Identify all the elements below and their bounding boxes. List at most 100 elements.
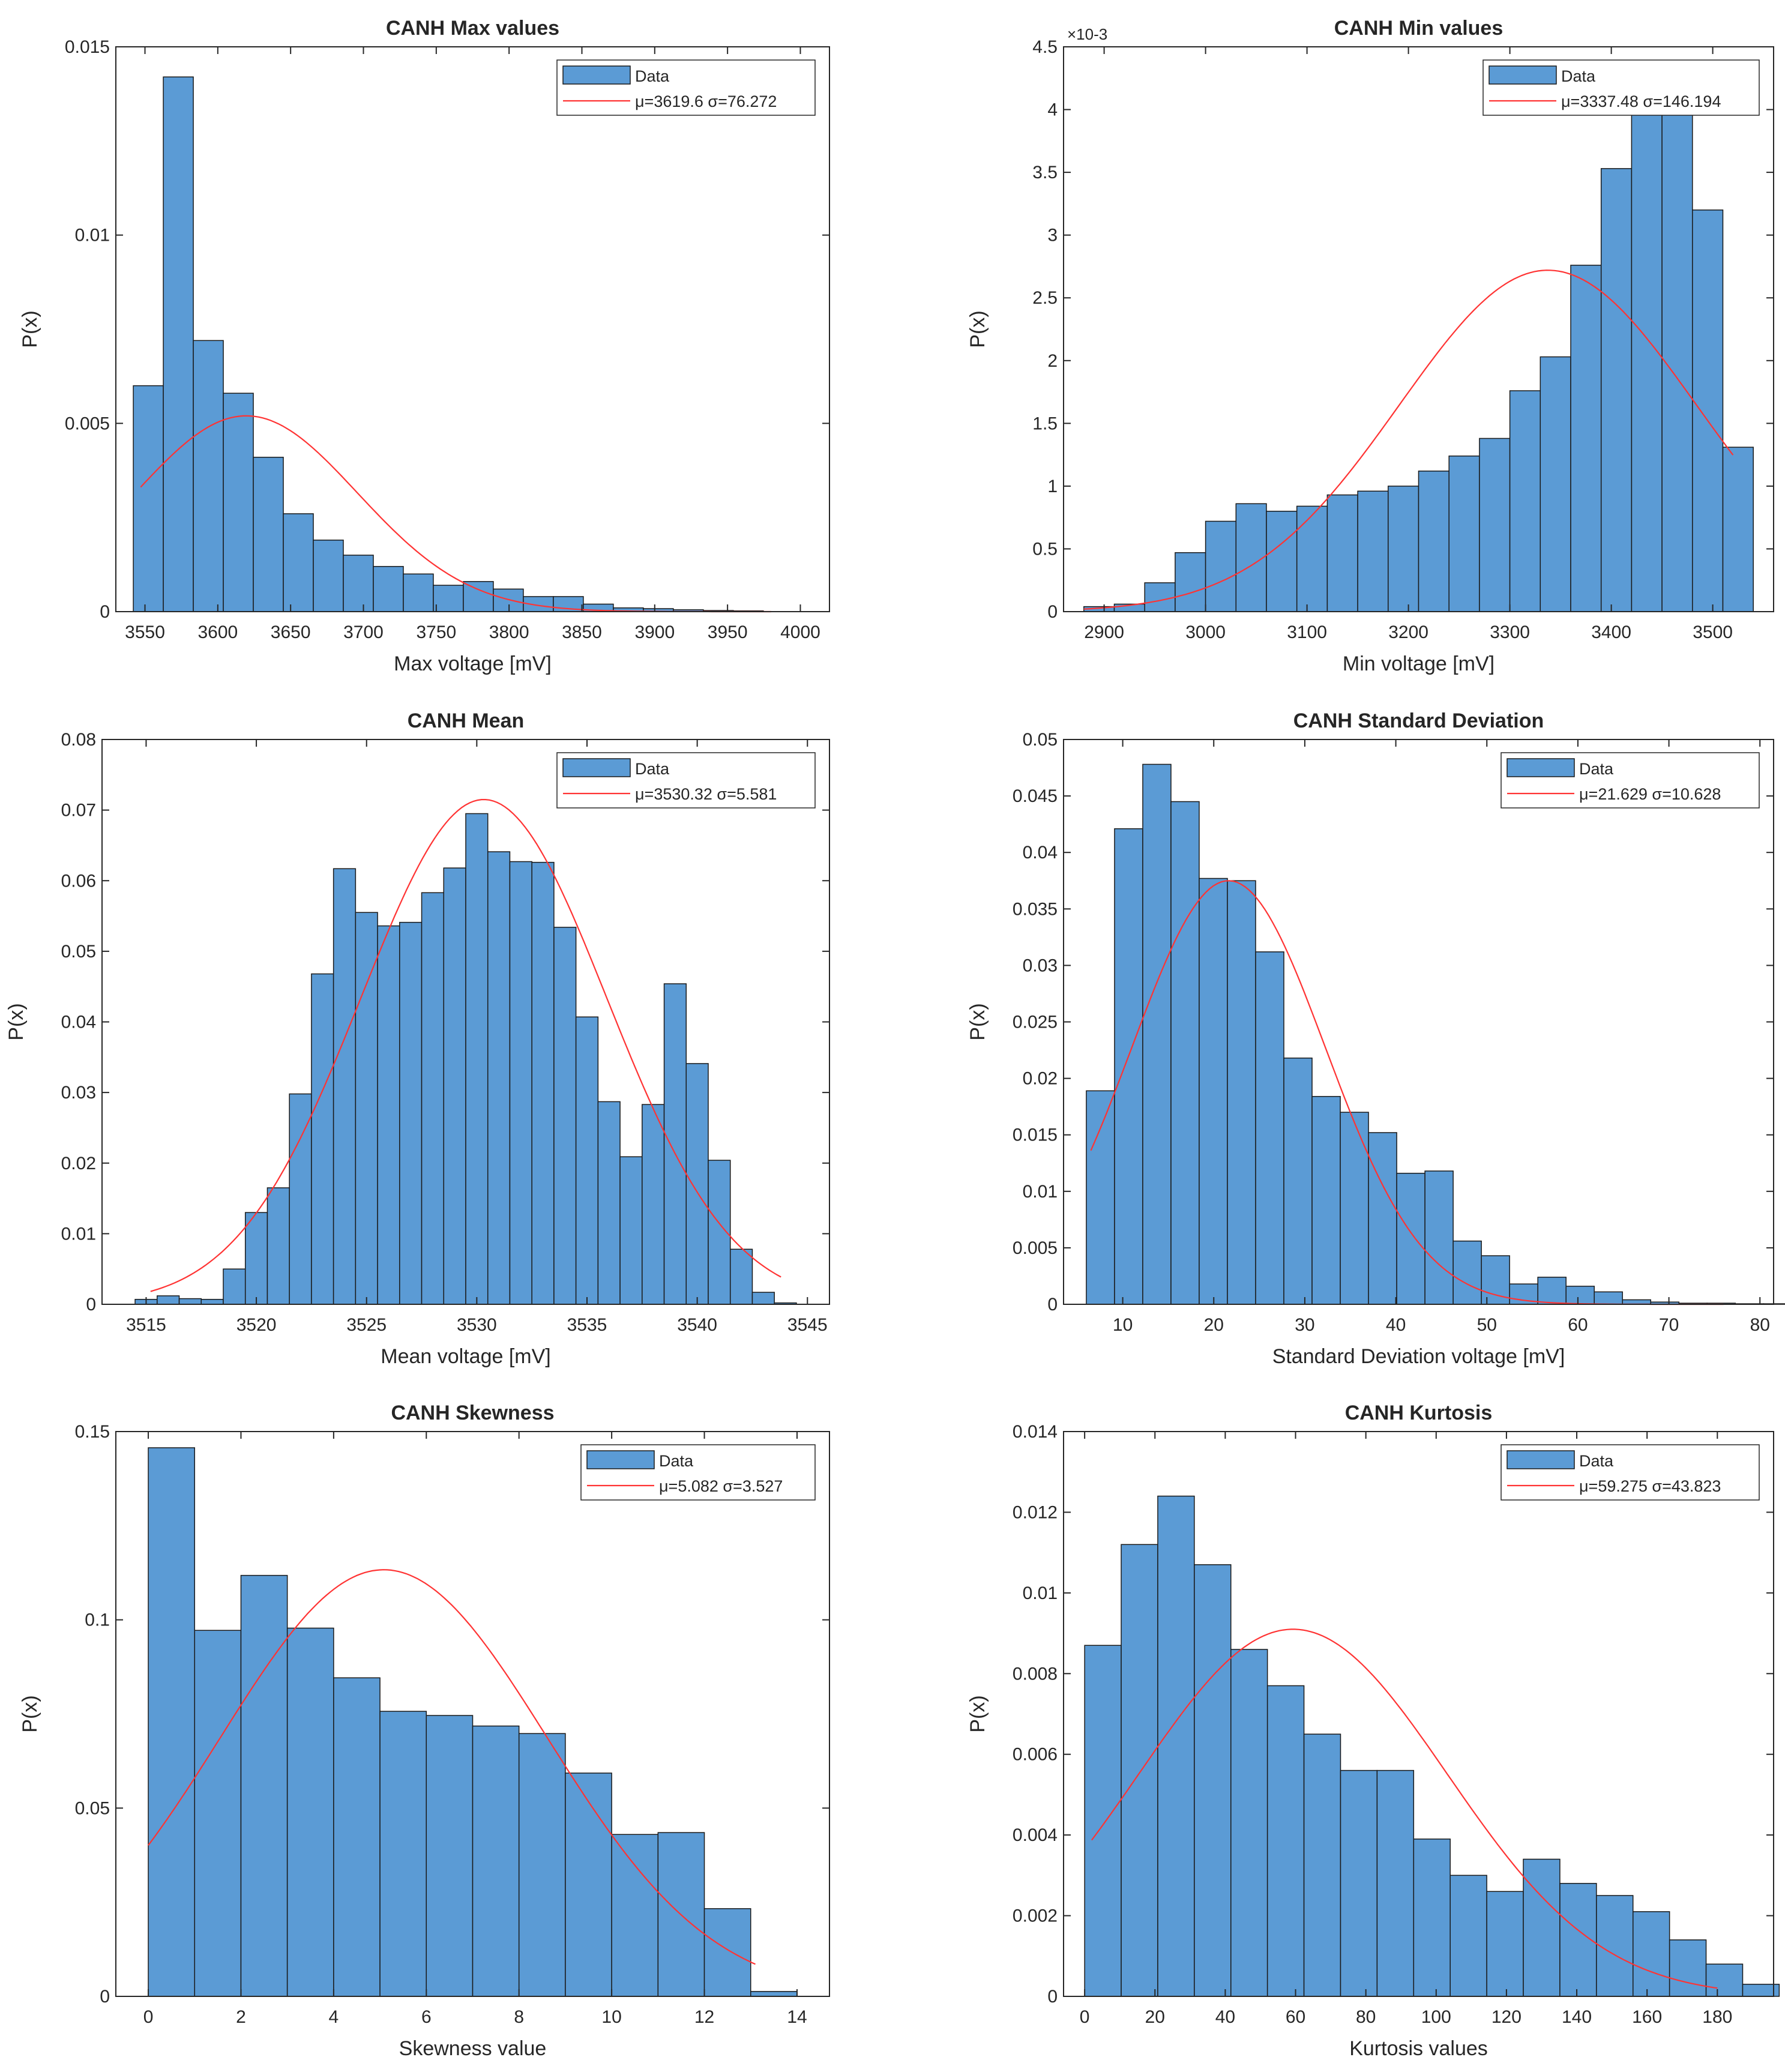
x-tick-label: 4	[329, 2007, 339, 2027]
histogram-bar	[1600, 168, 1633, 612]
axes-frame	[1063, 46, 1774, 612]
histogram-bar	[1661, 113, 1693, 612]
y-tick-label: 0.15	[75, 1422, 110, 1442]
y-tick-label: 0.015	[1013, 1125, 1058, 1145]
histogram-bar	[597, 1101, 621, 1305]
histogram-bar	[223, 1268, 246, 1305]
chart-panel-1: 0 0.005 0.01 0.015 3550 3600 3650 3700 3750 3800 3…	[19, 17, 830, 675]
y-tick-label: 0.01	[61, 1224, 96, 1244]
y-tick-label: 0.05	[1023, 730, 1058, 750]
x-tick-label: 3100	[1287, 622, 1327, 642]
histogram-bar	[685, 1063, 709, 1305]
histogram-bar	[1326, 494, 1358, 612]
histogram-bar	[1266, 510, 1298, 612]
x-tick-label: 3530	[457, 1315, 497, 1335]
legend-data-label: Data	[1579, 1452, 1614, 1470]
histogram-bar	[399, 921, 423, 1305]
y-tick-label: 0.08	[61, 730, 96, 750]
legend-fit-label: μ=59.275 σ=43.823	[1579, 1477, 1721, 1495]
histogram-bar	[1230, 1649, 1268, 1997]
histogram-bar	[1205, 520, 1237, 612]
axes-frame	[115, 46, 830, 612]
histogram-bar	[1303, 1733, 1341, 1997]
histogram-bar	[729, 1248, 753, 1305]
x-tick-label: 3550	[125, 622, 165, 642]
y-tick-label: 0.025	[1013, 1013, 1058, 1032]
histogram-bar	[1296, 505, 1328, 612]
histogram-bar	[1565, 1286, 1595, 1305]
histogram-bar	[403, 573, 434, 612]
x-tick-label: 3200	[1388, 622, 1428, 642]
x-tick-label: 12	[694, 2007, 714, 2027]
x-tick-label: 10	[1113, 1315, 1133, 1335]
histogram-bar	[751, 1292, 775, 1305]
x-tick-label: 180	[1702, 2007, 1732, 2027]
x-tick-label: 3500	[1693, 622, 1733, 642]
y-exponent-label: ×10-3	[1067, 25, 1107, 43]
x-tick-label: 3750	[416, 622, 456, 642]
y-tick-label: 0.07	[61, 801, 96, 821]
histogram-bar	[1283, 1057, 1313, 1305]
x-tick-label: 3300	[1490, 622, 1530, 642]
y-axis-label: P(x)	[5, 1003, 28, 1040]
y-tick-label: 4.5	[1032, 37, 1058, 57]
histogram-bar	[1170, 801, 1200, 1305]
y-tick-label: 0.04	[61, 1013, 96, 1032]
y-axis-label: P(x)	[966, 1695, 989, 1732]
x-tick-label: 60	[1286, 2007, 1305, 2027]
x-tick-label: 40	[1215, 2007, 1235, 2027]
x-tick-label: 3900	[634, 622, 675, 642]
histogram-bar	[1448, 455, 1480, 612]
x-tick-label: 80	[1356, 2007, 1376, 2027]
x-axis-label: Mean voltage [mV]	[381, 1345, 550, 1368]
normal-fit-curve	[148, 1569, 756, 1965]
chart-panel-2: 0 0.5 1 1.5 2 2.5 3 3.5 4 4.5 2900 3000 3100 3200 3300…	[966, 17, 1774, 675]
histogram-bar	[1340, 1769, 1378, 1997]
histogram-bar	[266, 1187, 290, 1305]
histogram-bar	[465, 813, 489, 1305]
histogram-bar	[611, 1834, 659, 1997]
histogram-bar	[194, 1630, 242, 1997]
y-tick-label: 3.5	[1032, 163, 1058, 182]
x-tick-label: 20	[1145, 2007, 1165, 2027]
histogram-bar	[379, 1711, 427, 1997]
histogram-bar	[1570, 265, 1602, 612]
y-tick-label: 2.5	[1032, 288, 1058, 308]
x-tick-label: 50	[1477, 1315, 1497, 1335]
chart-title: CANH Kurtosis	[1345, 1402, 1493, 1424]
x-tick-label: 30	[1295, 1315, 1314, 1335]
histogram-bar	[1142, 763, 1172, 1305]
histogram-bar	[750, 1991, 798, 1997]
y-tick-label: 0.02	[1023, 1069, 1058, 1089]
legend-fit-label: μ=21.629 σ=10.628	[1579, 785, 1721, 803]
histogram-bar	[1424, 1170, 1454, 1305]
histogram-bar	[1266, 1685, 1305, 1997]
histogram-bar	[703, 1908, 751, 1997]
legend: Data μ=5.082 σ=3.527	[580, 1444, 816, 1501]
histogram-bar	[355, 912, 378, 1305]
y-tick-label: 0.012	[1013, 1502, 1058, 1522]
y-tick-label: 0.004	[1013, 1825, 1058, 1845]
x-tick-label: 80	[1750, 1315, 1770, 1335]
y-tick-label: 0.01	[75, 226, 110, 245]
x-tick-label: 3850	[562, 622, 602, 642]
histogram-bar	[1388, 486, 1419, 612]
y-tick-label: 0.008	[1013, 1664, 1058, 1684]
legend-fit-label: μ=5.082 σ=3.527	[659, 1477, 783, 1495]
legend-data-swatch	[562, 758, 631, 777]
legend-data-label: Data	[1561, 67, 1596, 85]
x-axis-label: Skewness value	[399, 2037, 547, 2060]
histogram-bar	[1523, 1858, 1561, 1997]
histogram-bar	[1175, 552, 1206, 612]
legend: Data μ=21.629 σ=10.628	[1501, 752, 1760, 809]
x-tick-label: 120	[1492, 2007, 1522, 2027]
histogram-bar	[283, 513, 314, 612]
y-tick-label: 0.002	[1013, 1906, 1058, 1926]
y-tick-label: 0.014	[1013, 1422, 1058, 1442]
x-tick-label: 3600	[197, 622, 238, 642]
y-tick-label: 0	[1047, 1295, 1058, 1315]
x-tick-label: 0	[143, 2007, 154, 2027]
histogram-bar	[1086, 1090, 1115, 1305]
y-tick-label: 3	[1047, 226, 1058, 245]
